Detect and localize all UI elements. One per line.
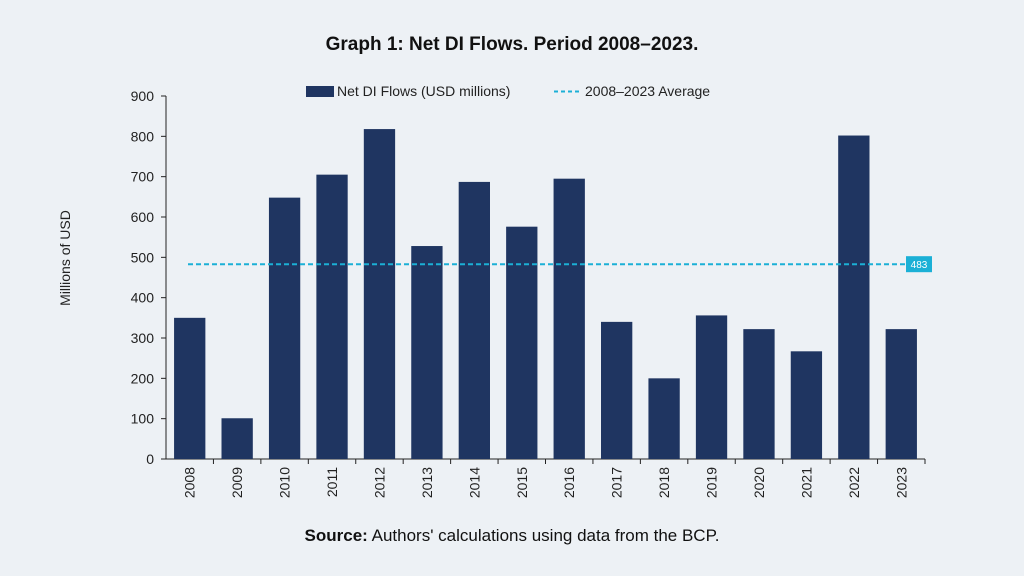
x-tick-label: 2019: [704, 467, 720, 498]
source-label: Source:: [304, 526, 368, 545]
x-tick-label: 2008: [182, 467, 198, 498]
bar: [458, 181, 490, 459]
x-tick-label: 2010: [277, 467, 293, 498]
chart-title: Graph 1: Net DI Flows. Period 2008–2023.: [325, 34, 699, 55]
legend-bar-label: Net DI Flows (USD millions): [337, 83, 510, 99]
bar: [885, 329, 917, 459]
x-tick-label: 2020: [751, 467, 767, 498]
bar: [648, 378, 680, 459]
bar: [174, 317, 206, 459]
bar: [601, 321, 633, 459]
legend: Net DI Flows (USD millions) 2008–2023 Av…: [306, 83, 710, 99]
plot-area: 0 100 200 300 400 500 600 700 800 900 2008 2009 2010…: [131, 88, 932, 498]
x-tick-label: 2013: [419, 467, 435, 498]
x-tick-label: 2012: [371, 467, 387, 498]
source-note: Source: Authors' calculations using data…: [0, 526, 1024, 546]
x-tick-label: 2018: [656, 467, 672, 498]
source-text: Authors' calculations using data from th…: [367, 526, 720, 545]
y-tick-label: 0: [146, 451, 154, 467]
bar: [838, 135, 870, 459]
legend-bar-swatch: [306, 86, 334, 97]
y-tick-label: 800: [131, 128, 155, 144]
y-tick-label: 500: [131, 249, 155, 265]
bar: [506, 226, 538, 459]
average-label: 483: [911, 260, 928, 271]
x-tick-label: 2014: [466, 467, 482, 498]
legend-average-label: 2008–2023 Average: [585, 83, 710, 99]
bar: [790, 351, 823, 459]
x-tick-label: 2011: [324, 467, 340, 497]
x-tick-label: 2021: [798, 467, 814, 498]
x-tick-label: 2017: [609, 467, 625, 498]
x-tick-label: 2009: [229, 467, 245, 498]
bar: [553, 178, 585, 459]
bar: [268, 197, 301, 459]
bar: [316, 174, 348, 459]
x-tick-label: 2016: [561, 467, 577, 498]
y-tick-label: 100: [131, 411, 155, 427]
bar: [411, 246, 443, 459]
x-tick-label: 2023: [893, 467, 909, 498]
y-tick-label: 700: [131, 169, 155, 185]
bar: [743, 329, 775, 459]
y-tick-label: 300: [131, 330, 155, 346]
y-tick-label: 400: [131, 290, 155, 306]
y-axis-title: Millions of USD: [57, 210, 73, 306]
bar: [695, 315, 728, 459]
y-tick-label: 600: [131, 209, 155, 225]
y-tick-label: 900: [131, 88, 155, 104]
average-label-box: [906, 256, 932, 273]
y-tick-label: 200: [131, 370, 155, 386]
bar: [221, 418, 253, 459]
x-tick-label: 2015: [514, 467, 530, 498]
x-tick-label: 2022: [846, 467, 862, 498]
bar: [363, 129, 396, 459]
